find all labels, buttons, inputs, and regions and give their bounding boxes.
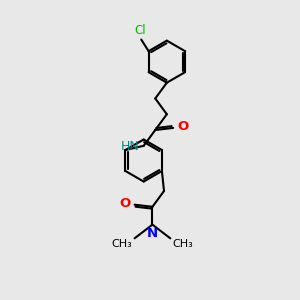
Text: O: O <box>177 120 188 134</box>
Text: HN: HN <box>120 140 139 153</box>
Text: CH₃: CH₃ <box>173 239 194 249</box>
Text: Cl: Cl <box>134 25 146 38</box>
Text: CH₃: CH₃ <box>111 239 132 249</box>
Text: N: N <box>147 227 158 240</box>
Text: O: O <box>119 197 131 210</box>
